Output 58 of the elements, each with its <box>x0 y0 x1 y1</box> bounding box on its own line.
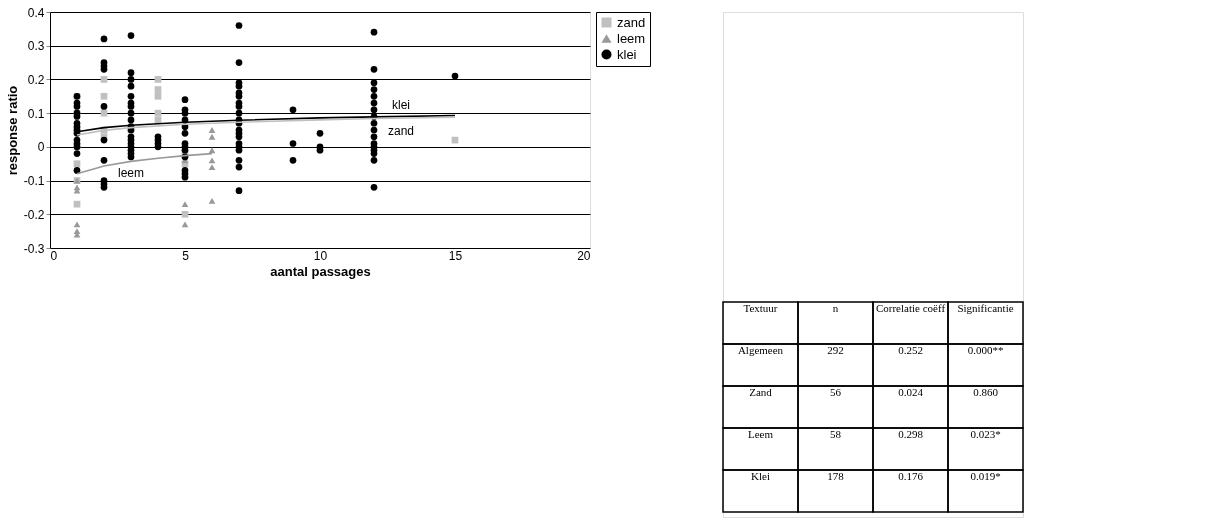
text: 292 <box>827 344 844 356</box>
point <box>181 201 189 208</box>
point <box>208 157 216 164</box>
legend-label: zand <box>617 14 646 30</box>
text: 0.024 <box>898 386 923 398</box>
x-tick-label: 0 <box>50 248 58 263</box>
legend-label: leem <box>617 30 646 46</box>
x-tick-label: 15 <box>448 248 463 263</box>
text: 0.252 <box>898 344 923 356</box>
annotation: leem <box>117 166 145 181</box>
category-label: Zand <box>749 386 772 398</box>
point <box>154 86 162 93</box>
x-tick-label: 5 <box>182 248 190 263</box>
point <box>154 76 162 83</box>
y-tick-label: 0.2 <box>27 72 45 87</box>
text: 0.176 <box>898 470 923 482</box>
x-axis-title: aantal passages <box>270 263 371 279</box>
point <box>73 160 81 168</box>
text: 178 <box>827 470 844 482</box>
text: 0.298 <box>898 428 923 440</box>
y-tick-label: 0 <box>37 140 45 155</box>
x-tick-label: 10 <box>313 248 328 263</box>
annotation: zand <box>387 123 415 138</box>
category-label: Correlatie coëff <box>875 302 946 314</box>
y-tick-label: 0.4 <box>27 5 45 20</box>
category-label: Textuur <box>743 302 778 314</box>
category-label: Leem <box>747 428 774 440</box>
text: 58 <box>830 428 841 440</box>
text: 0.000** <box>967 344 1004 356</box>
category-label: Algemeen <box>737 344 784 356</box>
y-axis-title: response ratio <box>4 85 20 176</box>
legend-label: klei <box>617 46 637 62</box>
point <box>181 221 189 228</box>
point <box>100 92 108 100</box>
annotation: klei <box>391 97 411 112</box>
point <box>154 92 162 100</box>
text: 0.019* <box>970 470 1001 482</box>
text: 0.023* <box>970 428 1001 440</box>
category-label: n <box>832 302 839 314</box>
point <box>208 133 216 140</box>
category-label: Klei <box>751 470 770 482</box>
y-tick-label: -0.3 <box>23 241 45 256</box>
point <box>208 127 216 133</box>
text: 56 <box>830 386 841 398</box>
point <box>208 164 216 170</box>
y-tick-label: -0.2 <box>23 207 45 222</box>
point <box>181 210 189 218</box>
x-tick-label: 20 <box>577 248 591 263</box>
point <box>208 147 216 154</box>
y-tick-label: 0.1 <box>27 106 45 121</box>
category-label: Significantie <box>957 302 1014 314</box>
point <box>208 197 216 204</box>
point <box>73 221 81 228</box>
text: 0.860 <box>973 386 998 398</box>
point <box>100 76 108 83</box>
point <box>73 200 81 208</box>
y-tick-label: 0.3 <box>27 39 45 54</box>
y-tick-label: -0.1 <box>23 174 45 189</box>
